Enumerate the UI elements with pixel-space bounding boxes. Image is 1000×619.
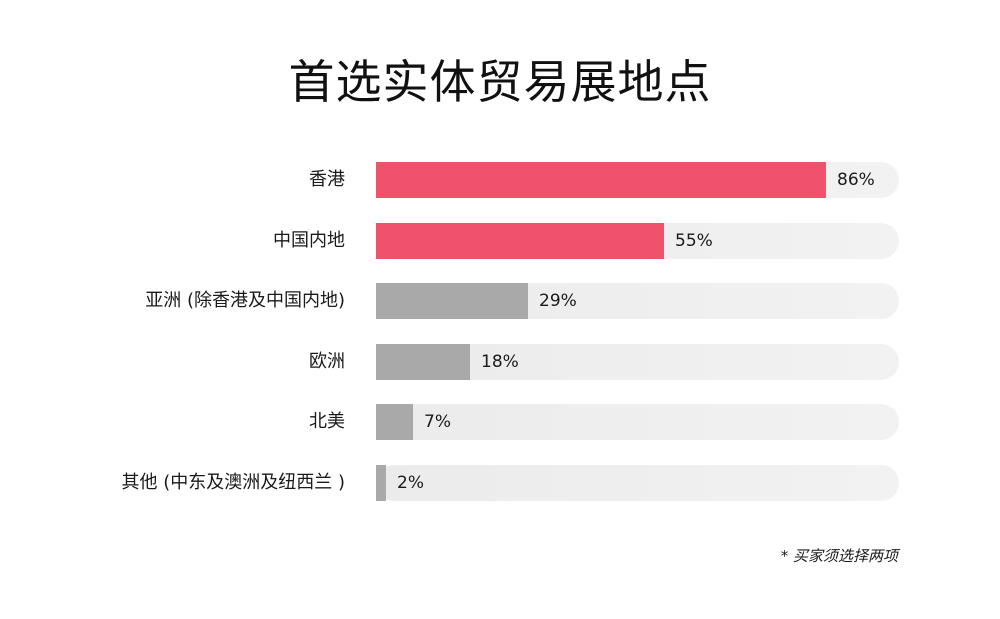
value-label: 29% (539, 291, 577, 311)
bar-row: 香港 86% (0, 162, 1000, 198)
footnote: * 买家须选择两项 (780, 547, 898, 565)
bar-row: 其他 (中东及澳洲及纽西兰 ) 2% (0, 465, 1000, 501)
category-label: 欧洲 (309, 351, 345, 372)
bar-fill (376, 344, 470, 380)
category-label: 亚洲 (除香港及中国内地) (145, 290, 345, 311)
value-label: 86% (837, 170, 875, 190)
bar-row: 欧洲 18% (0, 344, 1000, 380)
value-label: 55% (675, 231, 713, 251)
value-label: 18% (481, 352, 519, 372)
chart-title: 首选实体贸易展地点 (288, 55, 712, 109)
bar-row: 中国内地 55% (0, 223, 1000, 259)
bar-row: 北美 7% (0, 404, 1000, 440)
bar-track (376, 465, 899, 501)
bar-fill (376, 162, 826, 198)
category-label: 其他 (中东及澳洲及纽西兰 ) (121, 472, 346, 493)
bar-fill (376, 283, 528, 319)
value-label: 7% (424, 412, 451, 432)
category-label: 香港 (309, 169, 345, 190)
value-label: 2% (397, 473, 424, 493)
category-label: 中国内地 (273, 230, 345, 251)
bar-row: 亚洲 (除香港及中国内地) 29% (0, 283, 1000, 319)
bar-fill (376, 465, 386, 501)
bar-fill (376, 223, 664, 259)
bar-track (376, 404, 899, 440)
category-label: 北美 (309, 411, 345, 432)
bar-fill (376, 404, 413, 440)
